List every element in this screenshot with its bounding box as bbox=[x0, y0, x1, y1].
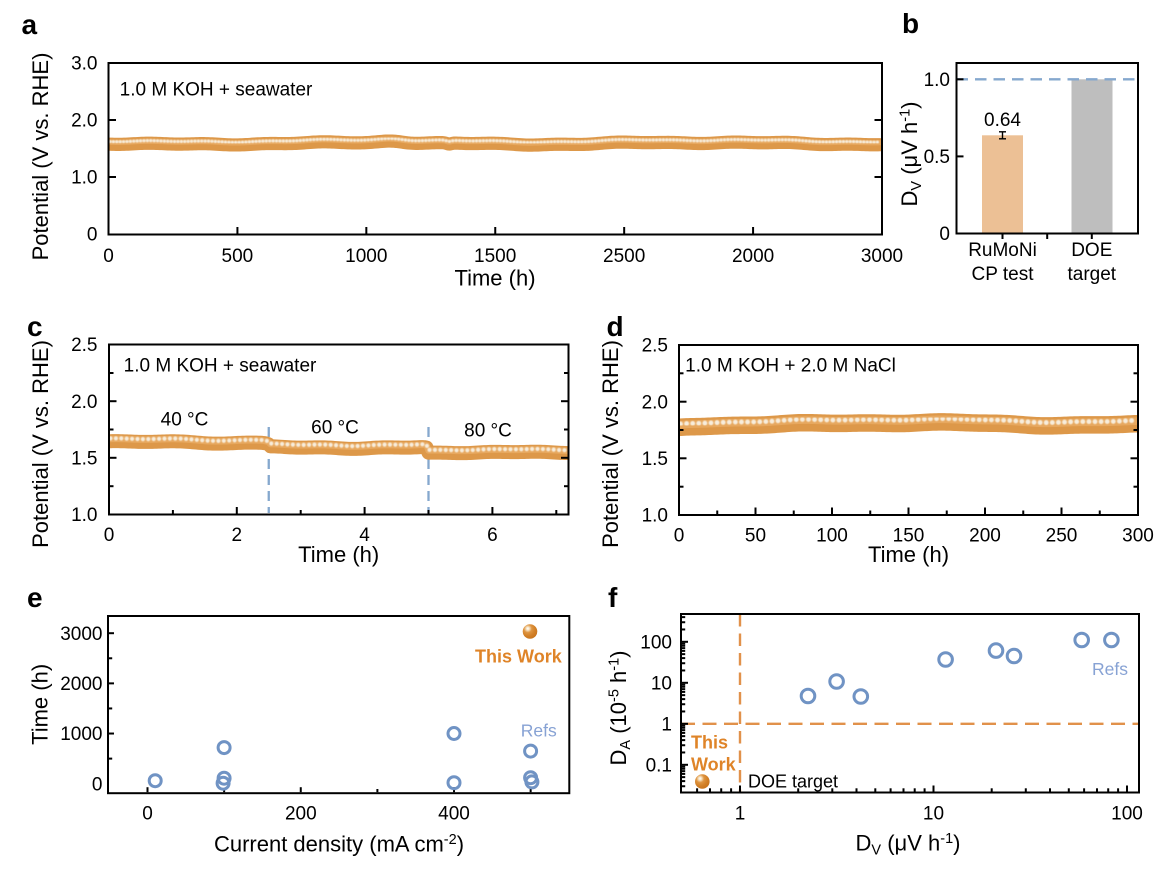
svg-text:a: a bbox=[22, 9, 38, 40]
svg-text:Refs: Refs bbox=[521, 721, 557, 741]
svg-text:1.0: 1.0 bbox=[71, 505, 97, 526]
svg-text:DOE target: DOE target bbox=[748, 771, 838, 791]
svg-text:2.0: 2.0 bbox=[642, 392, 668, 413]
svg-text:0: 0 bbox=[103, 246, 114, 267]
svg-text:0: 0 bbox=[92, 774, 103, 795]
svg-text:DOE: DOE bbox=[1071, 240, 1112, 261]
svg-text:Time (h): Time (h) bbox=[454, 265, 535, 290]
svg-text:target: target bbox=[1068, 264, 1117, 285]
svg-text:Potential (V vs. RHE): Potential (V vs. RHE) bbox=[28, 53, 53, 261]
svg-text:4: 4 bbox=[359, 525, 370, 546]
svg-text:60 °C: 60 °C bbox=[311, 418, 359, 439]
svg-text:100: 100 bbox=[1111, 804, 1143, 825]
svg-text:1000: 1000 bbox=[60, 724, 102, 745]
svg-text:2500: 2500 bbox=[603, 246, 645, 267]
svg-text:1000: 1000 bbox=[345, 246, 387, 267]
svg-text:400: 400 bbox=[438, 804, 470, 825]
svg-text:1.0: 1.0 bbox=[642, 506, 668, 527]
svg-text:Current density (mA cm-2): Current density (mA cm-2) bbox=[214, 832, 464, 857]
svg-text:2.5: 2.5 bbox=[642, 336, 668, 357]
svg-text:3000: 3000 bbox=[861, 246, 903, 267]
svg-text:1: 1 bbox=[735, 804, 746, 825]
svg-text:2.5: 2.5 bbox=[71, 335, 97, 356]
svg-text:Potential (V vs. RHE): Potential (V vs. RHE) bbox=[28, 340, 53, 548]
svg-text:1.5: 1.5 bbox=[71, 448, 97, 469]
svg-text:RuMoNi: RuMoNi bbox=[968, 240, 1037, 261]
svg-text:This: This bbox=[691, 733, 728, 753]
svg-text:Time (h): Time (h) bbox=[868, 542, 949, 567]
svg-text:2000: 2000 bbox=[60, 674, 102, 695]
svg-text:2.0: 2.0 bbox=[71, 111, 97, 132]
svg-text:100: 100 bbox=[640, 632, 672, 653]
svg-text:80 °C: 80 °C bbox=[464, 421, 512, 442]
svg-text:0: 0 bbox=[142, 804, 153, 825]
svg-text:0: 0 bbox=[939, 224, 950, 245]
svg-text:10: 10 bbox=[651, 673, 672, 694]
svg-text:200: 200 bbox=[969, 526, 1001, 547]
svg-text:150: 150 bbox=[893, 526, 925, 547]
svg-text:d: d bbox=[607, 311, 624, 342]
svg-text:1500: 1500 bbox=[474, 246, 516, 267]
svg-text:200: 200 bbox=[285, 804, 317, 825]
svg-text:This Work: This Work bbox=[475, 646, 563, 666]
svg-text:2.0: 2.0 bbox=[71, 392, 97, 413]
svg-text:100: 100 bbox=[816, 526, 848, 547]
svg-text:6: 6 bbox=[487, 525, 498, 546]
svg-text:Work: Work bbox=[691, 754, 737, 774]
svg-text:1.0 M KOH + 2.0 M NaCl: 1.0 M KOH + 2.0 M NaCl bbox=[685, 356, 896, 377]
svg-text:0: 0 bbox=[674, 526, 685, 547]
svg-text:1.0 M KOH + seawater: 1.0 M KOH + seawater bbox=[120, 80, 313, 101]
svg-text:10: 10 bbox=[923, 804, 944, 825]
svg-text:300: 300 bbox=[1122, 526, 1154, 547]
svg-text:3.0: 3.0 bbox=[71, 54, 97, 75]
svg-text:Refs: Refs bbox=[1092, 659, 1128, 679]
svg-text:f: f bbox=[608, 582, 618, 613]
svg-text:250: 250 bbox=[1046, 526, 1078, 547]
svg-text:50: 50 bbox=[745, 526, 766, 547]
svg-text:1.0: 1.0 bbox=[71, 168, 97, 189]
svg-text:Time (h): Time (h) bbox=[298, 542, 379, 567]
svg-text:Time (h): Time (h) bbox=[28, 664, 53, 745]
svg-text:1: 1 bbox=[661, 714, 672, 735]
svg-text:c: c bbox=[27, 311, 43, 342]
svg-text:2: 2 bbox=[232, 525, 243, 546]
svg-text:0.64: 0.64 bbox=[984, 110, 1021, 131]
svg-text:0: 0 bbox=[104, 525, 115, 546]
svg-text:e: e bbox=[27, 582, 43, 613]
svg-text:1.5: 1.5 bbox=[642, 449, 668, 470]
svg-text:40 °C: 40 °C bbox=[161, 410, 209, 431]
svg-text:Potential (V vs. RHE): Potential (V vs. RHE) bbox=[598, 340, 623, 548]
svg-text:b: b bbox=[902, 8, 919, 39]
svg-text:3000: 3000 bbox=[60, 624, 102, 645]
svg-text:0: 0 bbox=[87, 225, 98, 246]
svg-text:0.5: 0.5 bbox=[924, 147, 950, 168]
svg-text:0.1: 0.1 bbox=[646, 755, 672, 776]
svg-text:1.0 M KOH + seawater: 1.0 M KOH + seawater bbox=[124, 356, 317, 377]
svg-text:CP test: CP test bbox=[972, 264, 1035, 285]
svg-text:1.0: 1.0 bbox=[924, 70, 950, 91]
svg-text:500: 500 bbox=[222, 246, 254, 267]
svg-text:2000: 2000 bbox=[732, 246, 774, 267]
